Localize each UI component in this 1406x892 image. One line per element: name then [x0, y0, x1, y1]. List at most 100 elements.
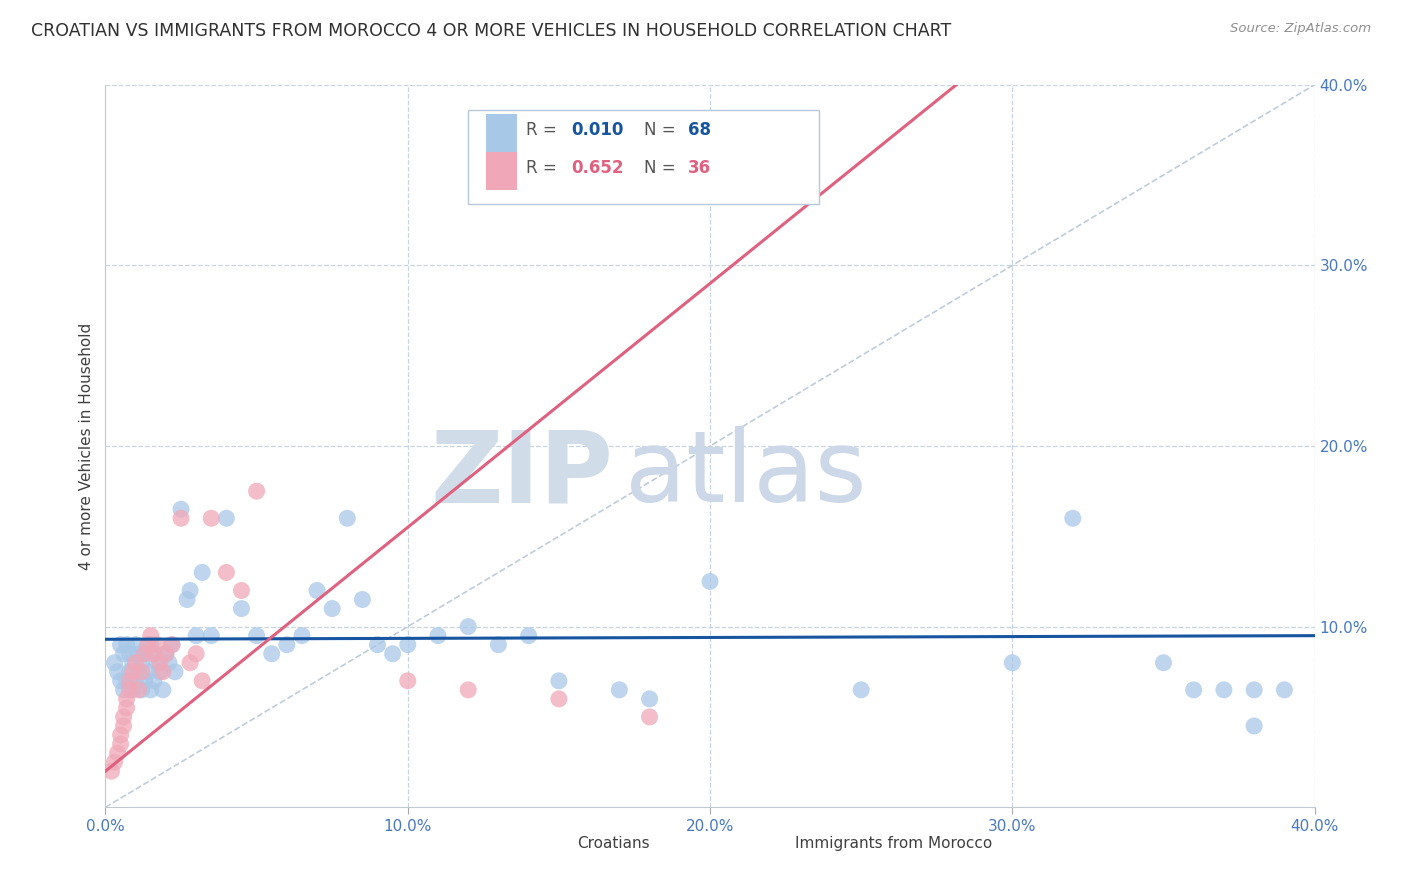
Point: [366, 638, 388, 652]
Point: [457, 619, 479, 633]
Text: 36: 36: [689, 159, 711, 177]
Point: [396, 638, 419, 652]
Text: Croatians: Croatians: [576, 836, 650, 851]
Point: [112, 710, 135, 724]
Point: [638, 710, 661, 724]
Point: [149, 665, 172, 679]
Point: [163, 665, 186, 679]
Text: Immigrants from Morocco: Immigrants from Morocco: [794, 836, 991, 851]
Point: [112, 682, 135, 697]
Point: [142, 647, 165, 661]
Point: [849, 682, 872, 697]
Point: [124, 656, 148, 670]
Point: [1062, 511, 1084, 525]
Bar: [486, 114, 516, 152]
Text: ZIP: ZIP: [430, 426, 613, 524]
Point: [136, 665, 159, 679]
Text: R =: R =: [526, 159, 562, 177]
Point: [142, 673, 165, 688]
Point: [381, 647, 404, 661]
Point: [231, 583, 253, 598]
Point: [115, 701, 138, 715]
Text: atlas: atlas: [626, 426, 868, 524]
Point: [128, 647, 150, 661]
Text: CROATIAN VS IMMIGRANTS FROM MOROCCO 4 OR MORE VEHICLES IN HOUSEHOLD CORRELATION : CROATIAN VS IMMIGRANTS FROM MOROCCO 4 OR…: [31, 22, 952, 40]
Point: [121, 665, 143, 679]
Point: [124, 673, 148, 688]
Bar: [752, 827, 786, 859]
Point: [131, 656, 153, 670]
Point: [1212, 682, 1236, 697]
Point: [139, 682, 162, 697]
Point: [1243, 719, 1265, 733]
Point: [157, 656, 180, 670]
Point: [517, 629, 540, 643]
Point: [115, 638, 138, 652]
Point: [121, 656, 143, 670]
Point: [276, 638, 298, 652]
Point: [307, 583, 329, 598]
Point: [396, 673, 419, 688]
Point: [321, 601, 343, 615]
Point: [103, 656, 125, 670]
Point: [246, 629, 269, 643]
Point: [146, 656, 169, 670]
Point: [118, 665, 141, 679]
Point: [131, 682, 153, 697]
FancyBboxPatch shape: [468, 110, 818, 204]
Point: [103, 755, 125, 769]
Point: [142, 647, 165, 661]
Point: [609, 682, 631, 697]
Point: [100, 764, 122, 778]
Point: [186, 629, 208, 643]
Point: [191, 566, 214, 580]
Point: [155, 647, 177, 661]
Point: [638, 692, 661, 706]
Point: [215, 566, 238, 580]
Point: [110, 737, 132, 751]
Point: [548, 692, 571, 706]
Point: [215, 511, 238, 525]
Point: [1001, 656, 1024, 670]
Point: [179, 583, 201, 598]
Point: [176, 592, 198, 607]
Point: [200, 511, 222, 525]
Text: R =: R =: [526, 121, 562, 139]
Point: [107, 665, 129, 679]
Point: [112, 647, 135, 661]
Point: [115, 692, 138, 706]
Text: N =: N =: [644, 159, 681, 177]
Point: [246, 484, 269, 499]
Bar: [534, 827, 568, 859]
Point: [136, 638, 159, 652]
Point: [160, 638, 183, 652]
Point: [134, 673, 156, 688]
Point: [1182, 682, 1205, 697]
Point: [336, 511, 359, 525]
Point: [191, 673, 214, 688]
Bar: [486, 152, 516, 189]
Point: [427, 629, 450, 643]
Point: [1153, 656, 1175, 670]
Point: [118, 682, 141, 697]
Point: [139, 638, 162, 652]
Point: [152, 665, 174, 679]
Text: Source: ZipAtlas.com: Source: ZipAtlas.com: [1230, 22, 1371, 36]
Point: [134, 647, 156, 661]
Text: N =: N =: [644, 121, 681, 139]
Point: [128, 682, 150, 697]
Point: [131, 665, 153, 679]
Point: [124, 638, 148, 652]
Text: 0.652: 0.652: [571, 159, 623, 177]
Point: [152, 682, 174, 697]
Point: [1274, 682, 1296, 697]
Point: [548, 673, 571, 688]
Point: [699, 574, 721, 589]
Point: [1243, 682, 1265, 697]
Point: [457, 682, 479, 697]
Point: [352, 592, 374, 607]
Point: [291, 629, 314, 643]
Y-axis label: 4 or more Vehicles in Household: 4 or more Vehicles in Household: [79, 322, 94, 570]
Point: [488, 638, 510, 652]
Point: [231, 601, 253, 615]
